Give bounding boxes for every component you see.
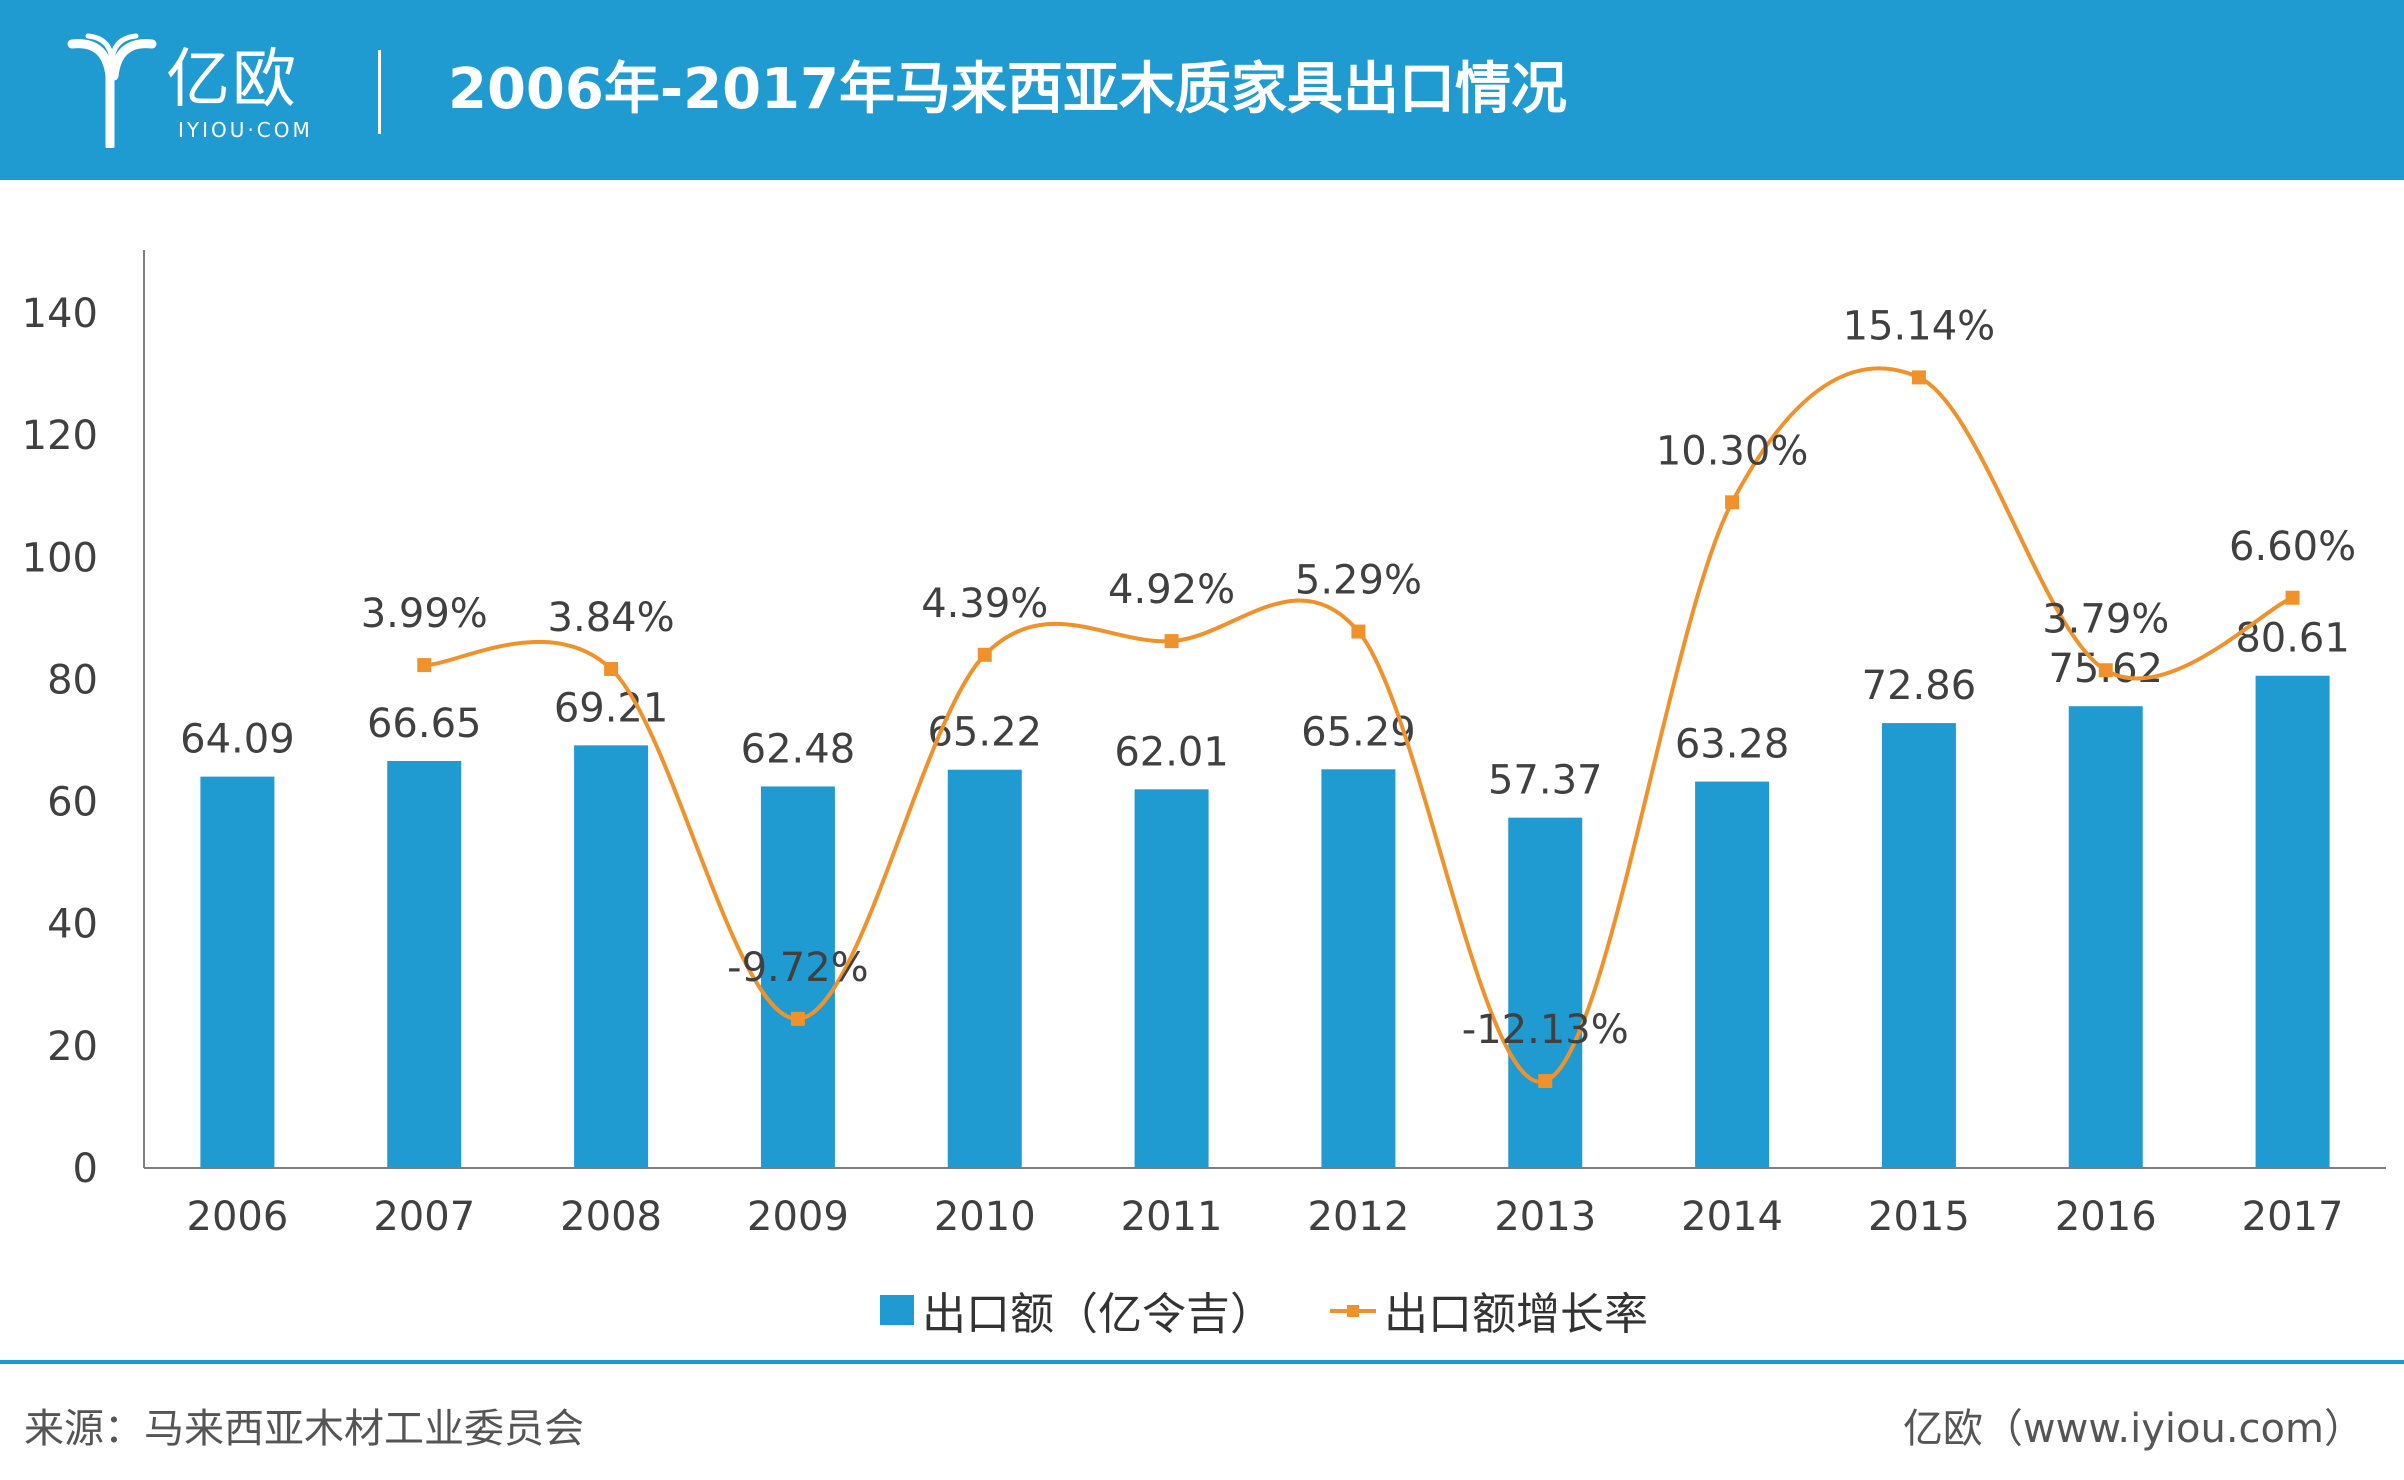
growth-rate-line bbox=[424, 366, 2294, 1084]
bar-export-value bbox=[1321, 769, 1396, 1168]
page-title: 2006年-2017年马来西亚木质家具出口情况 bbox=[448, 57, 1567, 122]
legend-line-label: 出口额增长率 bbox=[1384, 1289, 1648, 1340]
y-tick-label: 140 bbox=[22, 291, 98, 337]
bar-export-value bbox=[947, 769, 1022, 1168]
bar-export-value bbox=[760, 786, 835, 1168]
bar-export-value bbox=[387, 760, 462, 1168]
growth-data-label: 3.84% bbox=[548, 595, 675, 641]
bar-export-value bbox=[1508, 817, 1583, 1168]
growth-rate-marker bbox=[977, 647, 992, 662]
x-tick-label: 2014 bbox=[1681, 1194, 1783, 1240]
y-tick-label: 80 bbox=[47, 657, 98, 703]
x-tick-label: 2008 bbox=[560, 1194, 662, 1240]
y-tick-label: 20 bbox=[47, 1024, 98, 1070]
x-tick-label: 2006 bbox=[187, 1194, 289, 1240]
growth-data-label: 3.99% bbox=[361, 591, 488, 637]
growth-rate-marker bbox=[604, 661, 619, 676]
growth-data-label: 5.29% bbox=[1295, 558, 1422, 604]
growth-rate-marker bbox=[2285, 590, 2300, 605]
y-tick-label: 40 bbox=[47, 902, 98, 948]
x-tick-label: 2017 bbox=[2242, 1194, 2344, 1240]
x-tick-label: 2011 bbox=[1121, 1194, 1223, 1240]
bar-export-value bbox=[2255, 675, 2330, 1168]
y-tick-label: 60 bbox=[47, 780, 98, 826]
chart-area: 0 20 40 60 80 100 120 140 2006 2007 2008 2009 2010 20… bbox=[22, 250, 2386, 1240]
y-logo-icon bbox=[67, 33, 157, 148]
bar-data-label: 62.01 bbox=[1114, 729, 1229, 775]
source-note: 来源：马来西亚木材工业委员会 bbox=[24, 1406, 584, 1452]
chart-legend: 出口额（亿令吉） 出口额增长率 bbox=[880, 1280, 1704, 1340]
bar-data-label: 69.21 bbox=[554, 685, 669, 731]
bar-data-label: 65.22 bbox=[927, 710, 1042, 756]
growth-data-label: -9.72% bbox=[727, 945, 869, 991]
growth-rate-marker bbox=[2098, 663, 2113, 678]
y-tick-label: 0 bbox=[73, 1146, 98, 1192]
x-tick-label: 2015 bbox=[1868, 1194, 1970, 1240]
bar-export-value bbox=[1695, 781, 1770, 1168]
header-banner: 亿欧 IYIOU·COM 2006年-2017年马来西亚木质家具出口情况 bbox=[0, 0, 2404, 180]
legend-bar-label: 出口额（亿令吉） bbox=[922, 1289, 1274, 1340]
x-tick-label: 2009 bbox=[747, 1194, 849, 1240]
y-tick-label: 120 bbox=[22, 413, 98, 459]
x-tick-label: 2012 bbox=[1308, 1194, 1410, 1240]
growth-rate-marker bbox=[417, 658, 432, 673]
growth-data-label: 6.60% bbox=[2229, 524, 2356, 570]
site-credit: 亿欧（www.iyiou.com） bbox=[1902, 1406, 2364, 1452]
footer-divider bbox=[0, 1360, 2404, 1364]
bar-data-label: 57.37 bbox=[1488, 758, 1603, 804]
bar-data-label: 66.65 bbox=[367, 701, 482, 747]
bar-data-label: 64.09 bbox=[180, 717, 295, 763]
growth-rate-marker bbox=[1538, 1074, 1553, 1089]
bar-data-label: 65.29 bbox=[1301, 709, 1416, 755]
growth-data-label: 3.79% bbox=[2042, 596, 2169, 642]
legend-item-bar: 出口额（亿令吉） bbox=[880, 1278, 1274, 1342]
growth-rate-marker bbox=[1725, 495, 1740, 510]
growth-data-label: -12.13% bbox=[1462, 1007, 1629, 1053]
brand-sub: IYIOU·COM bbox=[178, 118, 313, 142]
header-divider bbox=[378, 50, 381, 134]
bar-export-value bbox=[200, 776, 275, 1168]
legend-item-line: 出口额增长率 bbox=[1330, 1278, 1648, 1342]
x-tick-label: 2010 bbox=[934, 1194, 1036, 1240]
growth-rate-marker bbox=[1164, 634, 1179, 649]
growth-rate-marker bbox=[790, 1011, 805, 1026]
bar-export-value bbox=[1134, 789, 1209, 1168]
growth-data-label: 15.14% bbox=[1843, 303, 1996, 349]
growth-rate-marker bbox=[1911, 370, 1926, 385]
bar-export-value bbox=[574, 745, 649, 1168]
legend-line-swatch bbox=[1330, 1295, 1376, 1325]
brand-logo: 亿欧 IYIOU·COM bbox=[66, 30, 326, 150]
x-tick-label: 2013 bbox=[1494, 1194, 1596, 1240]
growth-rate-marker bbox=[1351, 624, 1366, 639]
brand-name: 亿欧 bbox=[166, 43, 298, 117]
y-tick-label: 100 bbox=[22, 535, 98, 581]
bar-export-value bbox=[2068, 706, 2143, 1168]
growth-data-label: 4.92% bbox=[1108, 567, 1235, 613]
bar-data-label: 63.28 bbox=[1675, 722, 1790, 768]
bar-data-label: 72.86 bbox=[1862, 663, 1977, 709]
growth-data-label: 10.30% bbox=[1656, 428, 1809, 474]
growth-data-label: 4.39% bbox=[921, 581, 1048, 627]
x-tick-label: 2016 bbox=[2055, 1194, 2157, 1240]
bar-export-value bbox=[1881, 723, 1956, 1168]
x-tick-label: 2007 bbox=[373, 1194, 475, 1240]
legend-bar-swatch bbox=[880, 1295, 914, 1325]
bar-data-label: 62.48 bbox=[741, 726, 856, 772]
